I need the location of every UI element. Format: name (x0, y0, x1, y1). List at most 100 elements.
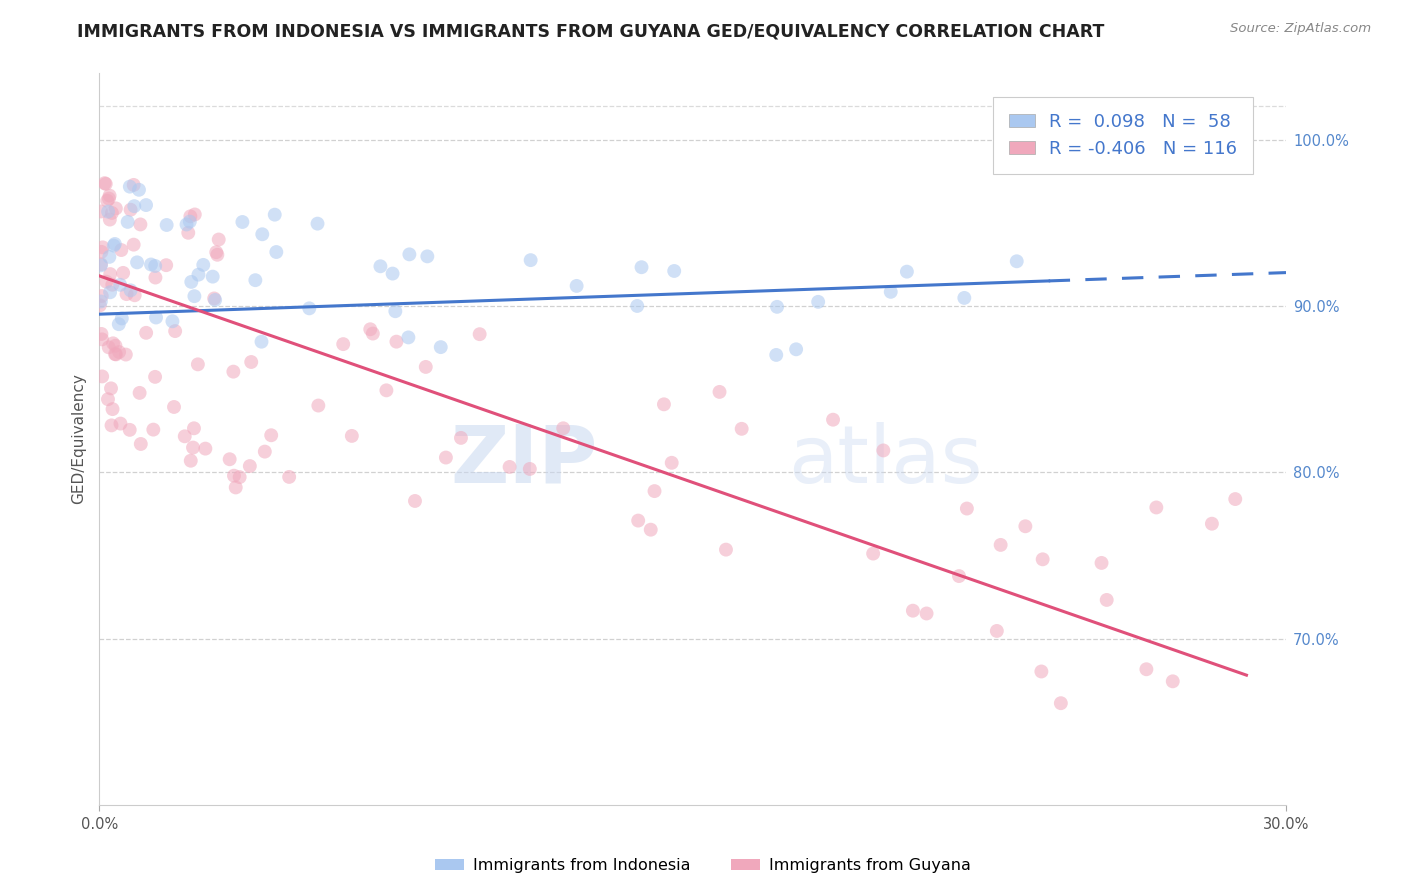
Point (766, 300, 789, 314)
Point (202, 292, 225, 306)
Point (104, 347, 127, 361)
Point (990, 538, 1012, 552)
Point (91, 332, 114, 346)
Point (498, 459, 520, 474)
Point (124, 288, 146, 302)
Point (100, 381, 122, 395)
Point (107, 317, 129, 331)
Point (429, 340, 451, 354)
Text: Source: ZipAtlas.com: Source: ZipAtlas.com (1230, 22, 1371, 36)
Point (110, 417, 132, 431)
Point (163, 400, 186, 414)
Point (98, 250, 121, 264)
Point (240, 355, 263, 369)
Point (165, 324, 187, 338)
Point (104, 202, 127, 216)
Point (90, 294, 112, 309)
Point (89, 298, 111, 312)
Point (664, 264, 686, 278)
Point (468, 327, 491, 342)
Point (384, 304, 406, 318)
Point (1144, 500, 1167, 515)
Point (640, 523, 662, 537)
Point (222, 365, 245, 379)
Legend: R =  0.098   N =  58, R = -0.406   N = 116: R = 0.098 N = 58, R = -0.406 N = 116 (993, 96, 1253, 174)
Point (90, 259, 112, 273)
Point (565, 279, 588, 293)
Point (252, 227, 274, 242)
Point (98, 285, 121, 300)
Point (120, 283, 142, 297)
Point (359, 322, 381, 336)
Point (183, 421, 205, 435)
Point (187, 357, 209, 371)
Point (872, 443, 894, 458)
Point (253, 444, 276, 458)
Point (208, 233, 231, 247)
Point (101, 402, 124, 417)
Point (111, 311, 134, 326)
Point (97, 204, 120, 219)
Point (108, 345, 131, 359)
Point (398, 247, 420, 261)
Point (108, 277, 131, 292)
Point (434, 450, 457, 465)
Point (122, 178, 145, 192)
Point (114, 347, 136, 361)
Point (142, 423, 165, 437)
Point (104, 237, 127, 252)
Point (93, 176, 115, 190)
Point (298, 301, 321, 316)
Point (986, 624, 1008, 638)
Point (263, 208, 285, 222)
Point (896, 265, 918, 279)
Text: atlas: atlas (787, 422, 981, 500)
Legend: Immigrants from Indonesia, Immigrants from Guyana: Immigrants from Indonesia, Immigrants fr… (429, 852, 977, 880)
Point (250, 334, 273, 349)
Point (101, 336, 124, 351)
Point (239, 458, 262, 473)
Point (245, 273, 267, 287)
Point (1014, 519, 1036, 533)
Point (94, 177, 117, 191)
Point (91, 240, 114, 254)
Point (118, 179, 141, 194)
Point (205, 245, 228, 260)
Point (370, 260, 392, 274)
Point (231, 215, 253, 229)
Point (177, 226, 200, 240)
Point (644, 484, 666, 499)
Point (901, 604, 924, 618)
Point (404, 494, 426, 508)
Point (915, 607, 938, 621)
Point (98, 212, 121, 227)
Point (112, 266, 135, 280)
Point (98, 267, 121, 281)
Point (97, 340, 120, 354)
Point (143, 259, 166, 273)
Point (956, 501, 979, 516)
Point (307, 217, 329, 231)
Point (207, 248, 229, 262)
Point (118, 423, 141, 437)
Point (100, 418, 122, 433)
Point (110, 243, 132, 257)
Point (90, 244, 112, 259)
Point (1161, 674, 1184, 689)
Point (385, 334, 408, 349)
Point (97, 392, 120, 407)
Point (260, 428, 283, 442)
Point (627, 514, 650, 528)
Point (519, 253, 541, 268)
Point (128, 183, 150, 197)
Point (630, 260, 652, 275)
Point (553, 421, 575, 435)
Point (307, 399, 329, 413)
Point (218, 452, 240, 467)
Point (124, 199, 146, 213)
Point (1050, 696, 1073, 710)
Point (381, 267, 404, 281)
Point (1095, 593, 1118, 607)
Point (90, 257, 112, 271)
Point (1090, 556, 1112, 570)
